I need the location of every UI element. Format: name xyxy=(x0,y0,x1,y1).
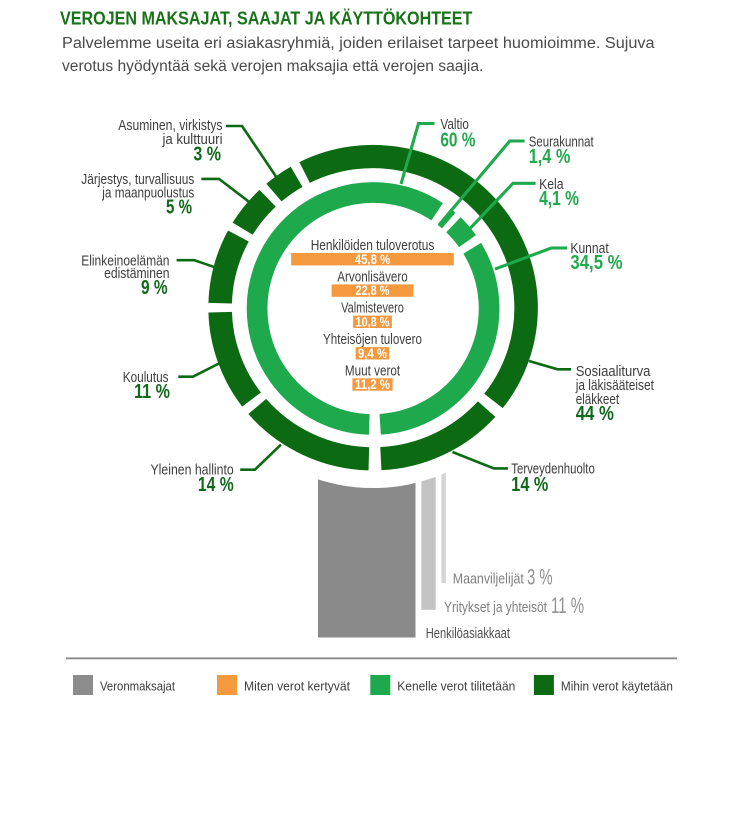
svg-text:Henkilöasiakkaat: Henkilöasiakkaat xyxy=(426,626,510,642)
svg-text:44 %: 44 % xyxy=(576,403,614,425)
svg-text:verotus hyödyntää sekä verojen: verotus hyödyntää sekä verojen maksajia … xyxy=(62,58,483,75)
svg-text:Palvelemme useita eri asiakasr: Palvelemme useita eri asiakasryhmiä, joi… xyxy=(62,35,655,52)
svg-text:Koulutus: Koulutus xyxy=(123,370,169,386)
svg-text:34,5 %: 34,5 % xyxy=(570,252,622,274)
svg-text:9,4 %: 9,4 % xyxy=(358,346,387,361)
svg-text:Miten verot kertyvät: Miten verot kertyvät xyxy=(244,679,350,694)
svg-text:eläkkeet: eläkkeet xyxy=(576,392,619,408)
svg-text:60 %: 60 % xyxy=(440,130,475,152)
svg-text:ja kulttuuri: ja kulttuuri xyxy=(162,132,223,148)
svg-text:Elinkeinoelämän: Elinkeinoelämän xyxy=(81,253,169,269)
svg-text:Arvonlisävero: Arvonlisävero xyxy=(337,268,407,285)
svg-text:Muut verot: Muut verot xyxy=(345,362,401,379)
svg-text:Valmistevero: Valmistevero xyxy=(341,300,404,317)
svg-text:Henkilöiden tuloverotus: Henkilöiden tuloverotus xyxy=(311,237,435,254)
svg-text:1,4 %: 1,4 % xyxy=(529,146,571,168)
svg-text:Yleinen hallinto: Yleinen hallinto xyxy=(151,463,234,479)
svg-text:5 %: 5 % xyxy=(166,197,192,219)
svg-text:Kenelle verot tilitetään: Kenelle verot tilitetään xyxy=(397,679,515,694)
svg-text:Sosiaaliturva: Sosiaaliturva xyxy=(576,364,652,380)
svg-text:Seurakunnat: Seurakunnat xyxy=(529,135,594,151)
svg-text:45,8 %: 45,8 % xyxy=(355,252,391,267)
svg-text:11 %: 11 % xyxy=(551,593,584,618)
svg-text:Mihin verot käytetään: Mihin verot käytetään xyxy=(561,679,673,694)
svg-text:Valtio: Valtio xyxy=(440,117,469,133)
svg-text:11 %: 11 % xyxy=(134,381,170,403)
svg-text:Yritykset ja yhteisöt: Yritykset ja yhteisöt xyxy=(444,599,548,616)
svg-text:edistäminen: edistäminen xyxy=(104,266,169,282)
svg-text:14 %: 14 % xyxy=(511,474,548,496)
svg-text:Asuminen, virkistys: Asuminen, virkistys xyxy=(118,118,222,134)
svg-text:Veronmaksajat: Veronmaksajat xyxy=(100,679,175,694)
svg-text:14 %: 14 % xyxy=(198,474,234,496)
svg-text:22,8 %: 22,8 % xyxy=(356,283,390,298)
svg-text:10,8 %: 10,8 % xyxy=(356,314,390,329)
svg-text:Kela: Kela xyxy=(539,177,564,193)
svg-text:ja maanpuolustus: ja maanpuolustus xyxy=(101,186,194,202)
svg-text:Terveydenhuolto: Terveydenhuolto xyxy=(511,462,595,478)
svg-text:11,2 %: 11,2 % xyxy=(355,377,390,392)
svg-text:VEROJEN MAKSAJAT, SAAJAT JA KÄ: VEROJEN MAKSAJAT, SAAJAT JA KÄYTTÖKOHTEE… xyxy=(60,9,472,29)
svg-text:Yhteisöjen tulovero: Yhteisöjen tulovero xyxy=(323,331,422,348)
svg-text:Kunnat: Kunnat xyxy=(570,241,608,257)
svg-text:4,1 %: 4,1 % xyxy=(539,188,579,210)
svg-text:3 %: 3 % xyxy=(527,565,553,590)
svg-text:9 %: 9 % xyxy=(141,277,168,299)
svg-text:ja läkisääteiset: ja läkisääteiset xyxy=(575,378,654,394)
svg-text:Maanviljelijät: Maanviljelijät xyxy=(453,571,525,588)
svg-text:3 %: 3 % xyxy=(193,144,221,166)
svg-text:Järjestys, turvallisuus: Järjestys, turvallisuus xyxy=(81,172,194,188)
